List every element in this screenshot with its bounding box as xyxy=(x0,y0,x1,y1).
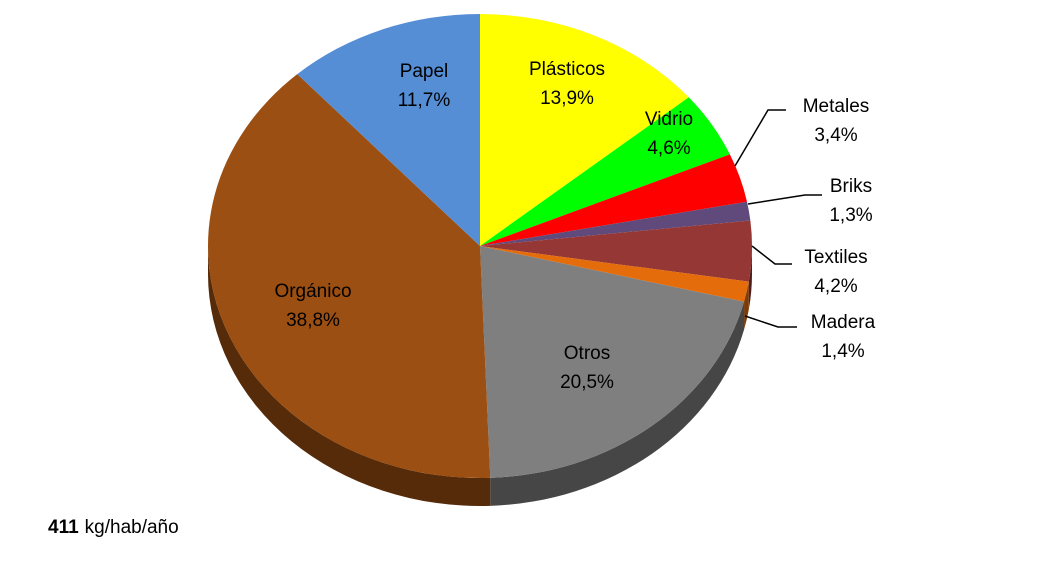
total-unit: kg/hab/año xyxy=(85,517,179,538)
slice-label: Otros xyxy=(564,343,610,364)
slice xyxy=(480,220,752,282)
slice-label: Plásticos xyxy=(529,59,605,80)
slice-value-label: 20,5% xyxy=(560,372,614,393)
total-value: 411 xyxy=(48,517,79,538)
slice-side xyxy=(490,301,745,506)
slice-side xyxy=(744,281,749,330)
slice-side xyxy=(208,246,491,507)
slice-value-label: 1,3% xyxy=(829,205,872,226)
slice-label: Madera xyxy=(811,312,876,333)
slice xyxy=(297,14,480,246)
slice xyxy=(480,154,748,246)
slice-label: Orgánico xyxy=(274,281,351,302)
slice xyxy=(207,74,491,478)
slice xyxy=(480,246,745,478)
slice-side xyxy=(748,246,752,310)
slice-value-label: 3,4% xyxy=(814,125,857,146)
slice xyxy=(480,201,751,246)
slice-label: Metales xyxy=(803,96,870,117)
slice xyxy=(480,14,689,246)
slice-label: Textiles xyxy=(804,247,867,268)
slice xyxy=(480,246,749,302)
slice-label: Briks xyxy=(830,176,872,197)
slice-value-label: 38,8% xyxy=(286,310,340,331)
slice-label: Vidrio xyxy=(645,109,693,130)
slice-label: Papel xyxy=(400,61,449,82)
leader-line xyxy=(751,245,792,265)
leader-line xyxy=(744,315,797,328)
slice-value-label: 1,4% xyxy=(821,341,864,362)
leader-line xyxy=(734,109,786,167)
slice-value-label: 4,2% xyxy=(814,276,857,297)
leader-line xyxy=(747,194,822,205)
slice-value-label: 4,6% xyxy=(647,138,690,159)
slice-value-label: 13,9% xyxy=(540,88,594,109)
slice-value-label: 11,7% xyxy=(398,90,451,111)
pie-sides xyxy=(208,246,752,507)
total-annotation: 411 kg/hab/año xyxy=(48,517,179,538)
slice xyxy=(480,97,730,247)
